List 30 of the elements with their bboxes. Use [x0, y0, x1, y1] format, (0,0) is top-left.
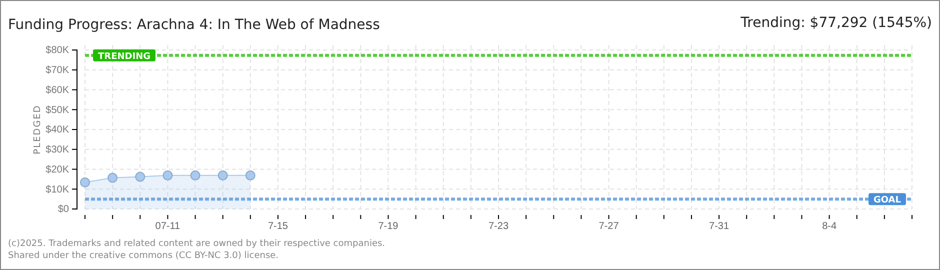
- x-tick-label: 7-27: [598, 221, 620, 232]
- point: [108, 172, 118, 183]
- point: [135, 172, 146, 182]
- ref-line-label: GOAL: [874, 196, 902, 206]
- x-tick-label: 07-11: [155, 221, 181, 232]
- y-tick-label: $60K: [46, 84, 70, 96]
- point: [218, 170, 228, 180]
- y-tick-label: $50K: [46, 104, 70, 116]
- y-axis-title: PLEDGED: [33, 104, 43, 154]
- x-tick-label: 7-15: [268, 221, 288, 232]
- x-tick-label: 7-31: [709, 221, 730, 232]
- y-tick-label: $80K: [46, 45, 70, 56]
- point: [162, 170, 173, 180]
- y-tick-label: $70K: [46, 65, 70, 76]
- y-tick-label: $20K: [46, 164, 70, 176]
- point: [80, 177, 90, 188]
- y-tick-label: $10K: [46, 184, 70, 196]
- y-tick-label: $40K: [46, 124, 70, 136]
- chart-subtitle: Trending: $77,292 (1545%): [740, 15, 932, 31]
- x-tick-label: 8-4: [822, 221, 837, 232]
- ref-line-label: TRENDING: [98, 52, 150, 62]
- x-tick-label: 7-23: [488, 221, 509, 232]
- text: Shared under the creative commons (CC BY-NC 3.0) license.: [8, 251, 279, 261]
- chart-title: Funding Progress: Arachna 4: In The Web of Madness: [8, 17, 380, 33]
- y-tick-label: $30K: [46, 144, 70, 156]
- x-tick-label: 7-19: [378, 221, 399, 232]
- text: (c)2025. Trademarks and related content are owned by their respective companies.: [8, 239, 386, 249]
- point: [190, 170, 200, 180]
- y-tick-label: $0: [58, 204, 70, 216]
- point: [245, 170, 256, 180]
